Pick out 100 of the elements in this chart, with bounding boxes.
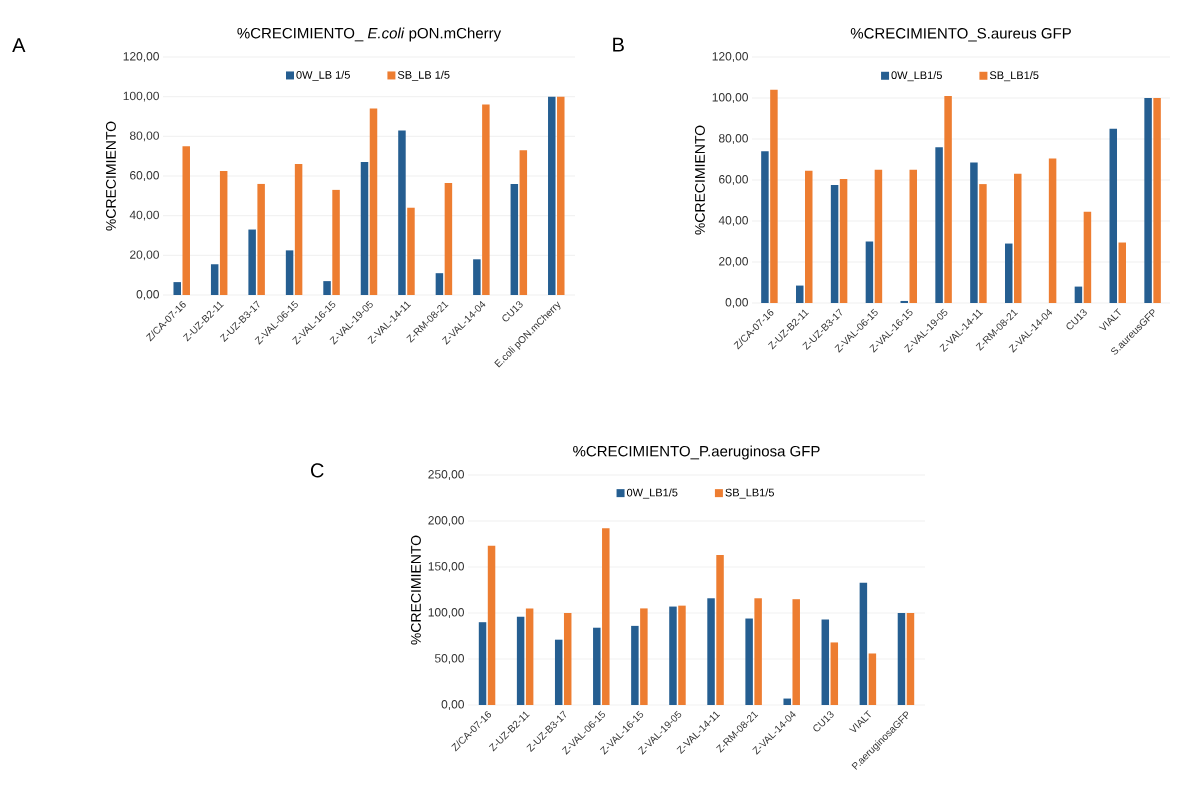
bar [716,555,724,705]
legend-label: 0W_LB1/5 [626,488,678,499]
y-tick-label: 200,00 [428,516,464,526]
bar [1048,158,1057,303]
bar [360,162,369,295]
bar [444,182,453,295]
text: C [310,463,324,478]
bar [257,183,265,295]
bar [487,545,496,705]
bar [1014,173,1022,303]
bar [554,639,563,705]
bar [935,147,943,303]
bar [821,619,830,705]
bar [525,608,534,705]
chart-title: %CRECIMIENTO_ E.coli pON.mCherry [237,27,502,42]
y-tick-label: 80,00 [718,134,749,144]
bar [707,598,715,705]
bar [770,89,778,303]
bar [783,698,791,705]
bar [792,599,800,705]
bar [173,282,181,295]
bar [478,622,487,705]
chart-title: %CRECIMIENTO_S.aureus GFP [850,28,1071,42]
bar [1083,211,1092,303]
text: B [613,37,624,52]
bar [473,259,481,295]
bar [285,250,294,295]
legend-label: SB_LB 1/5 [397,70,450,81]
text: A [12,38,26,52]
y-tick-label: 150,00 [428,562,464,572]
bar [294,164,303,295]
y-tick-label: 60,00 [130,171,159,181]
bar [369,108,378,295]
bar [1074,286,1083,303]
bar [1118,242,1127,303]
y-tick-label: 20,00 [719,257,749,267]
bar [602,528,610,705]
y-tick-label: 50,00 [434,654,464,664]
bar [519,150,528,295]
bar [548,96,556,295]
bar [407,207,415,295]
y-tick-label: 80,00 [129,131,159,142]
y-tick-label: 0,00 [725,298,749,308]
bar [593,627,601,705]
bar [210,264,219,295]
bar [435,273,444,295]
bar [805,170,813,303]
y-tick-label: 250,00 [428,470,464,480]
bar [900,300,909,303]
chart-title: %CRECIMIENTO_P.aeruginosa GFP [573,445,820,460]
legend-label: 0W_LB 1/5 [296,70,350,81]
bar [398,130,406,295]
bar [796,285,804,303]
bar [979,184,987,303]
y-tick-label: 120,00 [712,52,748,62]
bar [865,241,874,303]
bar [640,608,648,705]
bar [669,606,677,705]
bar [631,625,639,705]
bar [1153,98,1161,303]
bar [859,582,868,705]
bar [754,598,762,705]
y-tick-label: 40,00 [718,216,749,226]
bar [761,151,769,303]
y-tick-label: 20,00 [130,250,159,261]
bar [874,169,883,303]
bar [516,616,525,705]
bar [248,229,256,295]
bar [839,178,848,303]
bar [970,162,978,303]
bar [557,96,565,295]
y-tick-label: 0,00 [441,700,465,710]
legend-label: SB_LB1/5 [989,71,1039,82]
bar [868,653,877,705]
bar [678,605,686,705]
bar [1144,98,1152,303]
bar [745,618,753,705]
bar [830,642,839,705]
y-tick-label: 120,00 [123,52,159,62]
bar [332,189,340,295]
bar [1109,128,1118,303]
y-tick-label: 100,00 [712,93,748,103]
legend-label: 0W_LB1/5 [891,71,942,82]
y-axis-title: %CRECIMIENTO [410,535,421,645]
bar [830,185,839,303]
y-tick-label: 40,00 [129,210,159,221]
bar [897,613,906,705]
legend-label: SB_LB1/5 [725,488,774,499]
y-tick-label: 100,00 [123,91,159,102]
bar [219,171,228,295]
y-axis-title: %CRECIMIENTO [105,121,116,231]
bar [323,281,331,295]
bar [563,613,572,705]
bar [510,183,519,295]
y-axis-title: %CRECIMIENTO [694,125,705,235]
y-tick-label: 60,00 [719,175,749,185]
bar [1005,243,1013,303]
bar [944,95,952,303]
y-tick-label: 0,00 [136,290,159,300]
bar [482,104,490,295]
